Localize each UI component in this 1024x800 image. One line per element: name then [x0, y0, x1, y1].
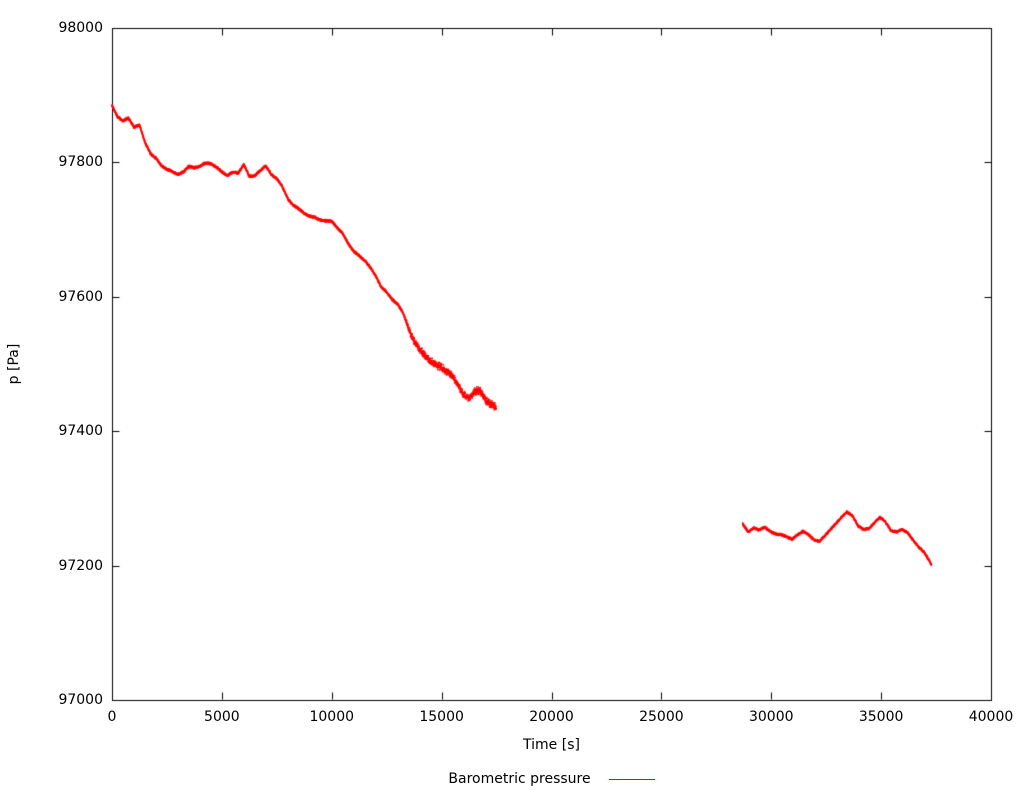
x-tick-label: 25000 — [639, 709, 684, 725]
legend-line-sample — [608, 778, 655, 780]
y-tick-label: 98000 — [58, 20, 103, 36]
legend: Barometric pressure — [112, 770, 991, 788]
y-tick-label: 97200 — [58, 557, 103, 574]
y-axis-title: p [Pa] — [6, 343, 22, 385]
y-tick-label: 97000 — [58, 692, 103, 708]
x-tick-label: 15000 — [419, 709, 464, 725]
x-tick-label: 35000 — [858, 709, 904, 725]
y-tick-label: 97800 — [58, 154, 103, 171]
x-tick-label: 20000 — [529, 709, 574, 725]
legend-label: Barometric pressure — [448, 771, 591, 787]
x-tick-label: 40000 — [968, 709, 1014, 725]
x-tick-label: 30000 — [748, 709, 794, 725]
x-tick-label: 5000 — [204, 709, 240, 725]
y-tick-label: 97400 — [58, 423, 103, 440]
x-tick-label: 0 — [107, 709, 117, 725]
x-tick-label: 10000 — [309, 709, 355, 725]
y-tick-label: 97600 — [58, 288, 103, 305]
x-axis-title: Time [s] — [523, 737, 580, 753]
